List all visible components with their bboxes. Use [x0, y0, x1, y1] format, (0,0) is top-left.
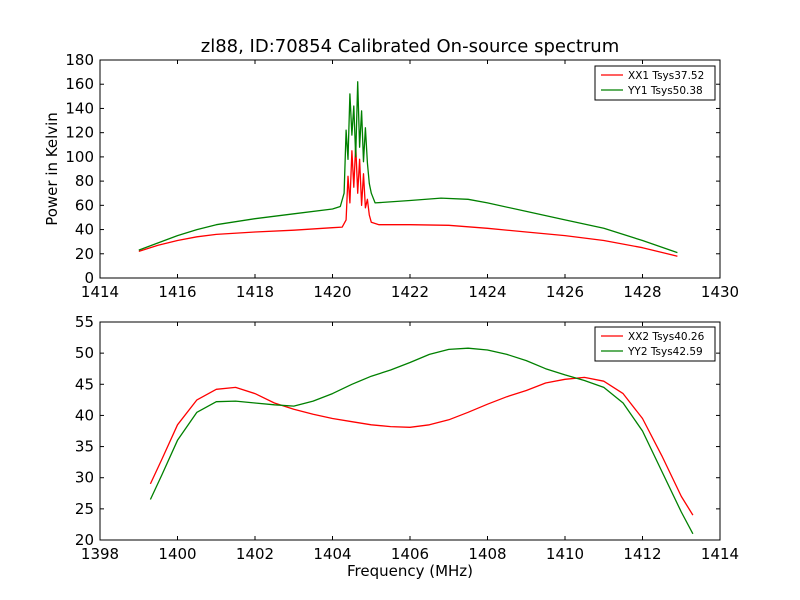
- top-x-tick-label: 1426: [546, 283, 584, 301]
- top-y-tick-label: 160: [65, 75, 94, 93]
- bottom-y-tick-label: 20: [75, 531, 94, 549]
- top-y-tick-label: 40: [75, 221, 94, 239]
- top-x-tick-label: 1422: [391, 283, 429, 301]
- bottom-y-tick-label: 55: [75, 313, 94, 331]
- top-x-tick-label: 1428: [623, 283, 661, 301]
- top-y-tick-label: 80: [75, 172, 94, 190]
- bottom-y-tick-label: 25: [75, 500, 94, 518]
- bottom-y-tick-label: 35: [75, 438, 94, 456]
- chart-title: zl88, ID:70854 Calibrated On-source spec…: [201, 36, 620, 57]
- bottom-y-tick-label: 40: [75, 406, 94, 424]
- bottom-legend-label-2: YY2 Tsys42.59: [627, 346, 703, 358]
- bottom-y-tick-label: 30: [75, 469, 94, 487]
- bottom-legend-label-1: XX2 Tsys40.26: [628, 331, 705, 343]
- top-legend-label-2: YY1 Tsys50.38: [627, 85, 703, 97]
- top-x-tick-label: 1424: [468, 283, 506, 301]
- top-legend-label-1: XX1 Tsys37.52: [628, 70, 704, 82]
- bottom-x-tick-label: 1414: [701, 545, 739, 563]
- bottom-x-tick-label: 1400: [158, 545, 196, 563]
- bottom-series-line-1: [149, 376, 694, 516]
- bottom-series-line-2: [149, 347, 694, 535]
- top-y-tick-label: 180: [65, 51, 94, 69]
- bottom-x-tick-label: 1412: [623, 545, 661, 563]
- bottom-x-tick-label: 1408: [468, 545, 506, 563]
- bottom-x-tick-label: 1404: [313, 545, 351, 563]
- top-legend-box: [594, 65, 716, 101]
- bottom-legend-box: [594, 326, 716, 362]
- top-y-tick-label: 140: [65, 99, 94, 117]
- top-series-line-1: [138, 144, 678, 257]
- bottom-y-tick-label: 45: [75, 375, 94, 393]
- top-x-tick-label: 1420: [313, 283, 351, 301]
- top-y-tick-label: 120: [65, 124, 94, 142]
- bottom-x-tick-label: 1402: [236, 545, 274, 563]
- top-x-tick-label: 1418: [236, 283, 274, 301]
- top-panel: 1414 1416 1418 1420 1422 1424 1426 1428 1430 0 20 4…: [65, 51, 739, 301]
- top-x-tick-label: 1414: [81, 283, 119, 301]
- bottom-x-tick-label: 1410: [546, 545, 584, 563]
- bottom-legend: XX2 Tsys40.26 YY2 Tsys42.59: [594, 326, 716, 362]
- top-y-tick-label: 0: [84, 269, 94, 287]
- top-y-axis-label: Power in Kelvin: [43, 112, 61, 226]
- bottom-y-tick-label: 50: [75, 344, 94, 362]
- top-y-tick-label: 20: [75, 245, 94, 263]
- bottom-x-tick-label: 1406: [391, 545, 429, 563]
- bottom-x-tick-label: 1398: [81, 545, 119, 563]
- top-x-tick-label: 1430: [701, 283, 739, 301]
- top-legend: XX1 Tsys37.52 YY1 Tsys50.38: [594, 65, 716, 101]
- top-y-tick-label: 60: [75, 196, 94, 214]
- top-series-line-2: [138, 81, 678, 254]
- bottom-x-axis-label: Frequency (MHz): [347, 562, 473, 580]
- bottom-panel: 1398 1400 1402 1404 1406 1408 1410 1412 1414 20 25…: [75, 313, 739, 563]
- top-y-tick-label: 100: [65, 148, 94, 166]
- top-x-tick-label: 1416: [158, 283, 196, 301]
